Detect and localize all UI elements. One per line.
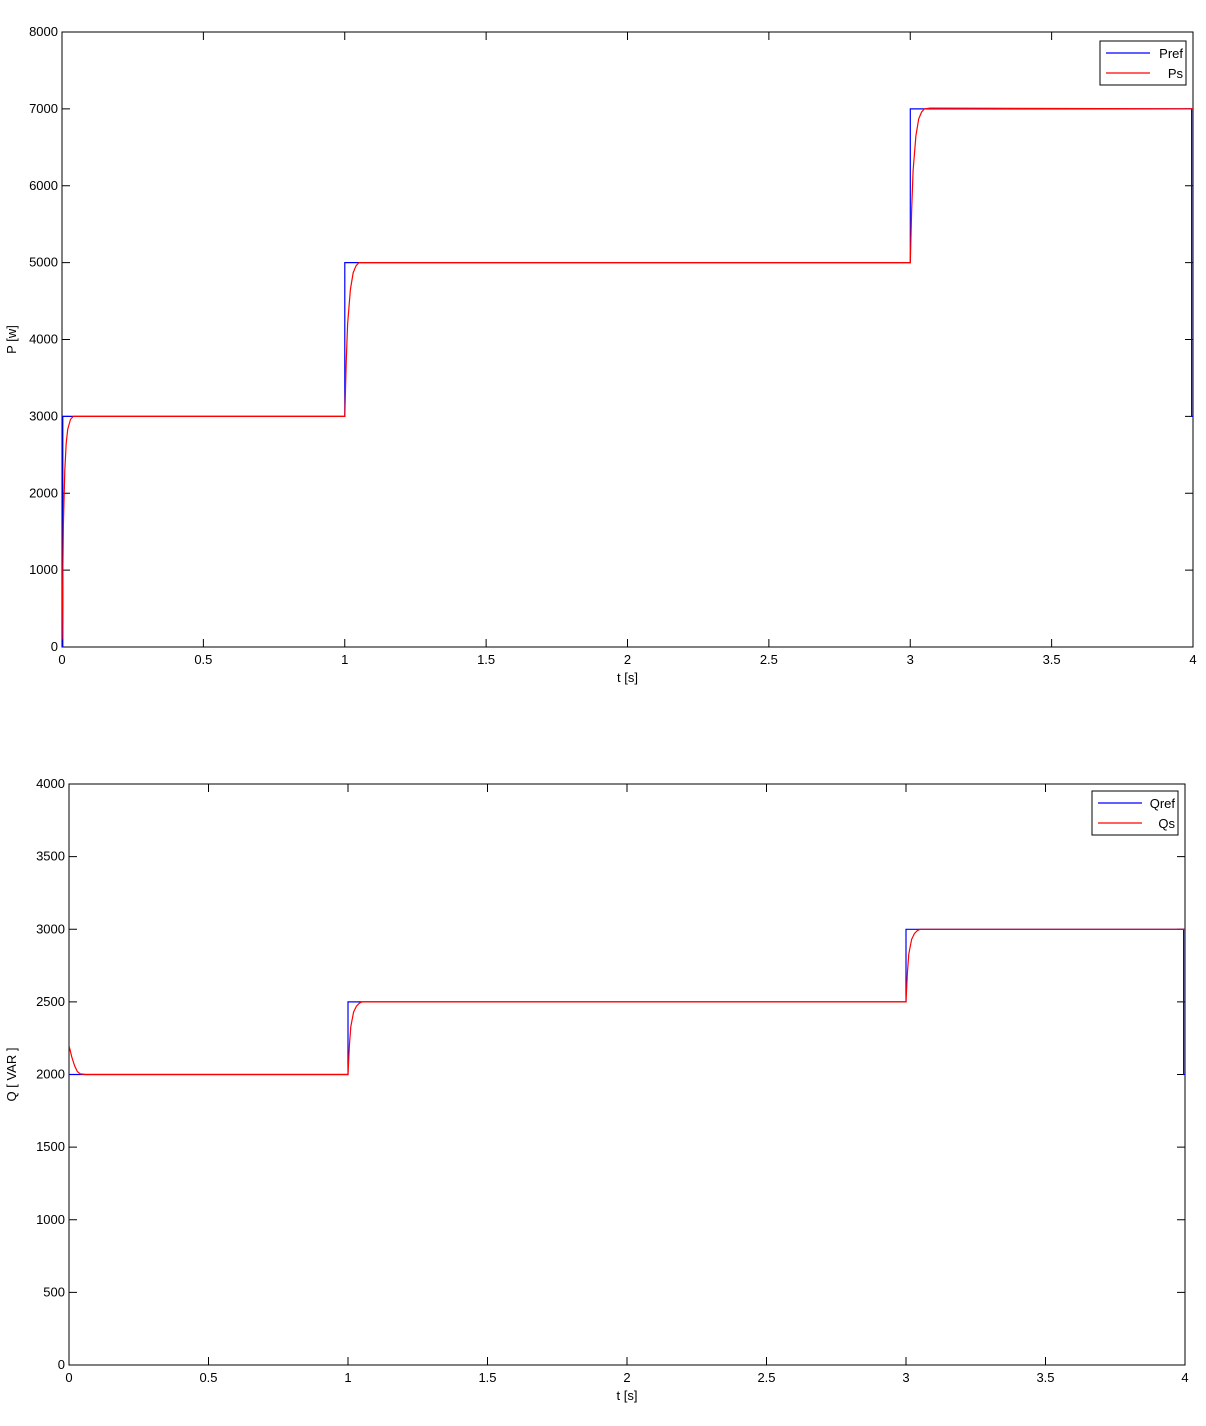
y-tick-label: 2000 <box>36 1067 65 1082</box>
x-axis-label: t [s] <box>617 670 638 685</box>
y-tick-label: 7000 <box>29 101 58 116</box>
legend: Qref Qs <box>1091 790 1179 836</box>
plot-frame <box>61 31 1194 648</box>
x-tick-label: 2.5 <box>760 652 778 667</box>
y-tick-label: 500 <box>43 1284 65 1299</box>
x-tick-label: 3.5 <box>1043 652 1061 667</box>
legend: Pref Ps <box>1099 40 1187 86</box>
x-tick-label: 1 <box>341 652 348 667</box>
y-tick-label: 4000 <box>29 332 58 347</box>
legend-label: Qs <box>1158 816 1175 831</box>
x-tick-label: 1.5 <box>478 1370 496 1385</box>
x-tick-label: 4 <box>1181 1370 1188 1385</box>
y-tick-label: 2500 <box>36 994 65 1009</box>
y-tick-label: 6000 <box>29 178 58 193</box>
series-line-ps <box>62 107 1193 640</box>
y-tick-label: 3500 <box>36 849 65 864</box>
x-tick-label: 3.5 <box>1036 1370 1054 1385</box>
legend-label: Pref <box>1159 46 1183 61</box>
y-tick-label: 5000 <box>29 255 58 270</box>
legend-box <box>1099 40 1187 86</box>
x-tick-label: 1.5 <box>477 652 495 667</box>
y-tick-label: 1000 <box>36 1212 65 1227</box>
legend-box <box>1091 790 1179 836</box>
chart-1: 0 0.5 1 1.5 2 2.5 3 3.5 4 0 1000 2000 3000 4000 5000 60… <box>4 24 1197 685</box>
x-tick-label: 0.5 <box>199 1370 217 1385</box>
x-tick-label: 1 <box>344 1370 351 1385</box>
x-tick-label: 2 <box>624 652 631 667</box>
y-axis-label: Q [ VAR ] <box>4 1048 19 1102</box>
x-tick-label: 4 <box>1189 652 1196 667</box>
legend-label: Qref <box>1150 796 1176 811</box>
x-tick-label: 2 <box>623 1370 630 1385</box>
chart-2: 0 0.5 1 1.5 2 2.5 3 3.5 4 0 500 1000 1500 2000 2500 300… <box>4 776 1189 1403</box>
x-tick-label: 0 <box>65 1370 72 1385</box>
x-tick-label: 0 <box>58 652 65 667</box>
y-tick-label: 1000 <box>29 562 58 577</box>
y-axis-label: P [w] <box>4 325 19 354</box>
y-tick-label: 1500 <box>36 1139 65 1154</box>
legend-label: Ps <box>1168 66 1184 81</box>
x-tick-label: 2.5 <box>757 1370 775 1385</box>
x-tick-label: 0.5 <box>194 652 212 667</box>
x-tick-label: 3 <box>902 1370 909 1385</box>
y-tick-label: 0 <box>58 1357 65 1372</box>
y-tick-label: 4000 <box>36 776 65 791</box>
y-tick-label: 3000 <box>29 408 58 423</box>
series-line-qs <box>69 928 1185 1076</box>
y-tick-label: 8000 <box>29 24 58 39</box>
x-tick-label: 3 <box>907 652 914 667</box>
y-tick-label: 2000 <box>29 485 58 500</box>
x-axis-label: t [s] <box>617 1388 638 1403</box>
y-tick-label: 0 <box>51 639 58 654</box>
y-tick-label: 3000 <box>36 921 65 936</box>
